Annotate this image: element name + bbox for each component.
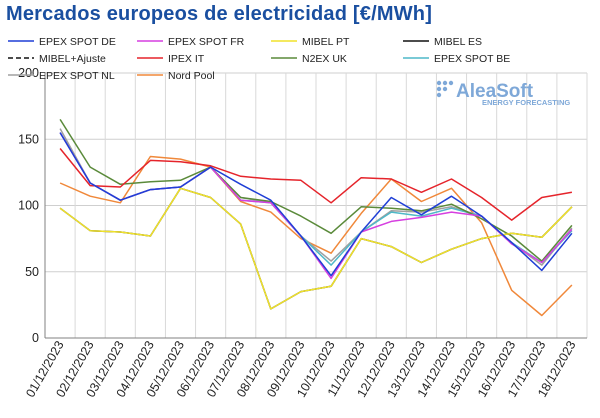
y-tick-label: 50 xyxy=(25,265,39,279)
legend-label: MIBEL ES xyxy=(434,36,482,48)
watermark-dot xyxy=(448,80,454,86)
legend-label: MIBEL PT xyxy=(302,36,350,48)
gridlines xyxy=(44,72,588,339)
watermark-icon xyxy=(436,80,454,98)
y-tick-label: 100 xyxy=(18,199,39,213)
watermark-dot xyxy=(436,92,442,98)
series-lines xyxy=(59,118,573,317)
chart-title: Mercados europeos de electricidad [€/MWh… xyxy=(6,3,433,25)
y-tick-label: 200 xyxy=(18,66,39,80)
watermark-tagline: ENERGY FORECASTING xyxy=(482,98,570,107)
watermark-dot xyxy=(436,86,442,92)
legend-label: EPEX SPOT DE xyxy=(39,36,116,48)
watermark-dot xyxy=(442,80,448,86)
legend-label: N2EX UK xyxy=(302,53,347,65)
legend-label: EPEX SPOT NL xyxy=(39,70,115,82)
legend-label: Nord Pool xyxy=(168,70,215,82)
watermark-brand: AleaSoft xyxy=(456,81,534,102)
legend-label: EPEX SPOT FR xyxy=(168,36,245,48)
y-tick-label: 0 xyxy=(32,331,39,345)
legend: EPEX SPOT DE EPEX SPOT FR MIBEL PT MIBEL ES… xyxy=(8,36,510,82)
watermark-dot xyxy=(442,86,448,92)
legend-label: IPEX IT xyxy=(168,53,205,65)
series-line-epex-spot-de xyxy=(59,132,573,277)
series-line-ipex-it xyxy=(59,148,573,221)
legend-label: EPEX SPOT BE xyxy=(434,53,510,65)
watermark-dot xyxy=(436,80,442,86)
y-tick-label: 150 xyxy=(18,132,39,146)
series-line-mibel-pt xyxy=(59,187,573,310)
legend-label: MIBEL+Ajuste xyxy=(39,53,106,65)
